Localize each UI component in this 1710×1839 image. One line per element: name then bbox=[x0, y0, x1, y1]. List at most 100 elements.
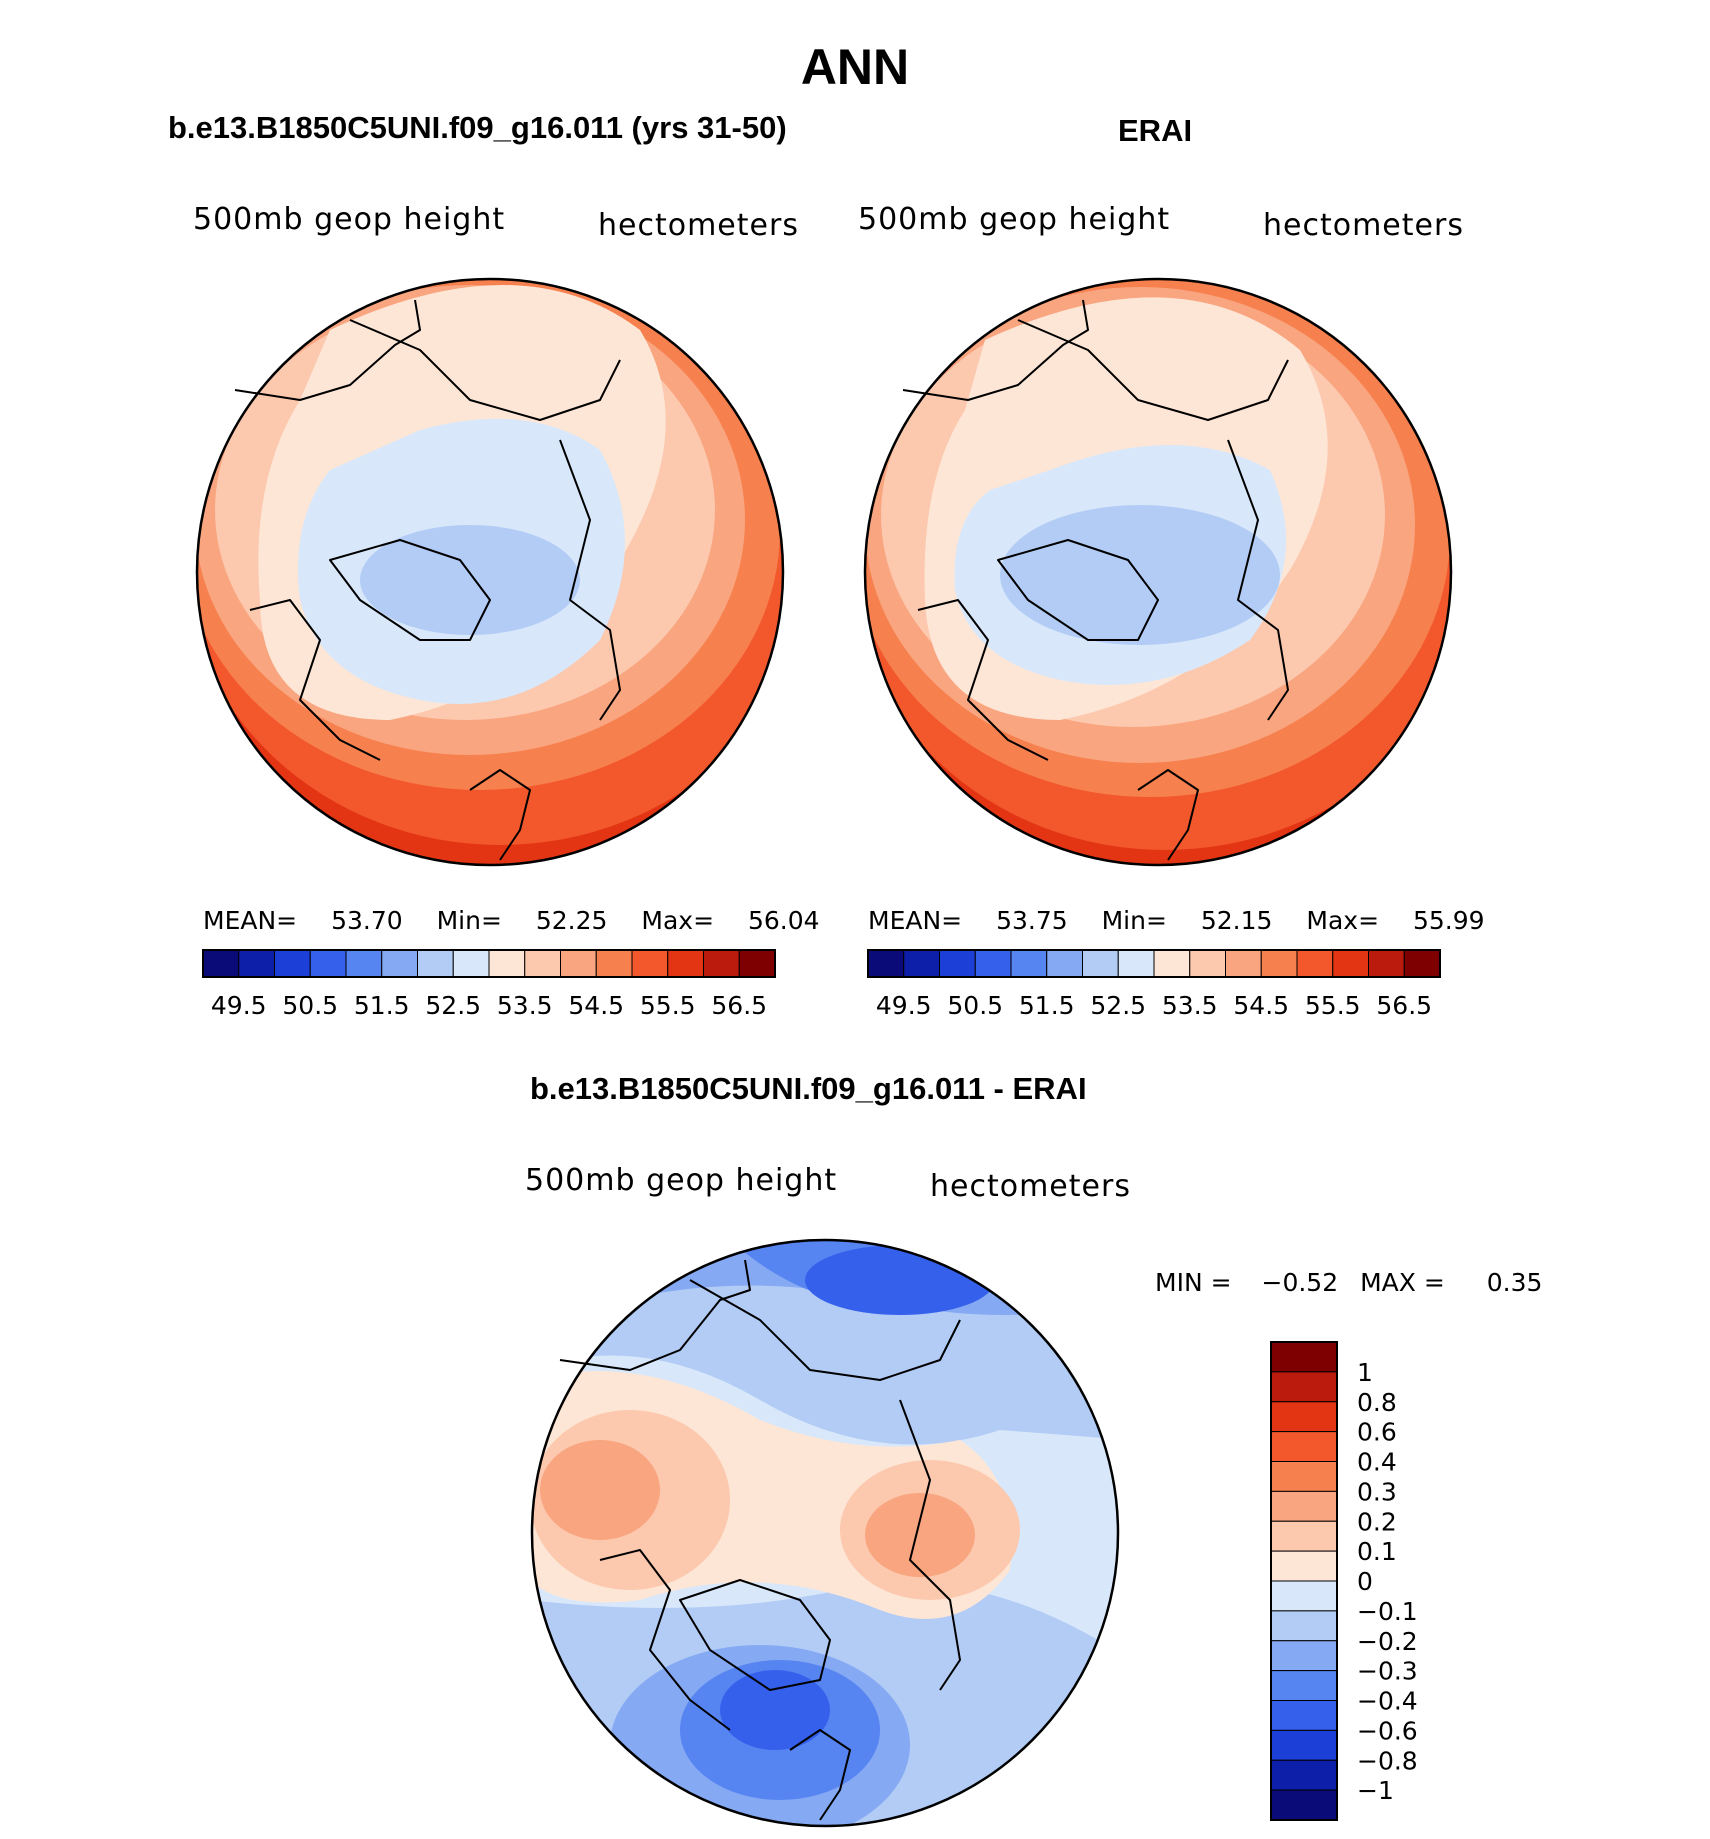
obs-polar-map bbox=[863, 277, 1453, 867]
diff-stats: MIN = −0.52 MAX = 0.35 bbox=[1155, 1268, 1542, 1297]
diff-variable-label: 500mb geop height bbox=[525, 1163, 838, 1198]
model-colorbar: 49.5 50.5 51.5 52.5 53.5 54.5 55.5 56.5 bbox=[202, 949, 776, 1020]
colorbar-swatch bbox=[974, 949, 1012, 978]
colorbar-tick-label: 52.5 bbox=[425, 991, 481, 1020]
coastline-greenland bbox=[329, 539, 491, 641]
colorbar-tick-label: −0.4 bbox=[1357, 1687, 1418, 1716]
colorbar-tick-label: 50.5 bbox=[947, 991, 1003, 1020]
mean-value: 53.70 bbox=[331, 906, 403, 935]
min-label: Min= bbox=[1101, 906, 1167, 935]
coastline-east bbox=[1227, 439, 1289, 721]
coastline-alaska bbox=[559, 1259, 751, 1371]
coastline-greenland bbox=[679, 1579, 831, 1691]
colorbar-swatch bbox=[1270, 1759, 1338, 1791]
colorbar-swatch bbox=[452, 949, 490, 978]
colorbar-swatch bbox=[1189, 949, 1226, 978]
model-variable-label: 500mb geop height bbox=[193, 202, 506, 237]
model-polar-map bbox=[195, 277, 785, 867]
min-label: MIN = bbox=[1155, 1268, 1232, 1297]
coastline-greenland bbox=[997, 539, 1159, 641]
colorbar-swatch bbox=[381, 949, 418, 978]
colorbar-swatch bbox=[1260, 949, 1298, 978]
mean-value: 53.75 bbox=[996, 906, 1068, 935]
coastline-east bbox=[559, 439, 621, 721]
map-border bbox=[863, 277, 1453, 867]
colorbar-tick-label: 0.1 bbox=[1357, 1537, 1397, 1566]
colorbar-tick-label: 0.8 bbox=[1357, 1388, 1397, 1417]
colorbar-swatch bbox=[1270, 1371, 1338, 1403]
max-value: 0.35 bbox=[1486, 1268, 1543, 1297]
colorbar-frame bbox=[1270, 1341, 1338, 1821]
colorbar-tick-label: 54.5 bbox=[1233, 991, 1289, 1020]
colorbar-swatch bbox=[1270, 1401, 1338, 1433]
colorbar-swatch bbox=[595, 949, 633, 978]
min-value: −0.52 bbox=[1261, 1268, 1339, 1297]
max-label: Max= bbox=[1306, 906, 1380, 935]
min-value: 52.25 bbox=[535, 906, 608, 935]
max-label: Max= bbox=[641, 906, 715, 935]
colorbar-swatch bbox=[1270, 1461, 1338, 1492]
obs-stats: MEAN= 53.75 Min= 52.15 Max= 55.99 bbox=[868, 906, 1485, 935]
colorbar-swatch bbox=[1117, 949, 1155, 978]
map-border bbox=[530, 1238, 1120, 1828]
colorbar-tick-label: −0.8 bbox=[1357, 1746, 1418, 1775]
coastline-siberia bbox=[689, 1279, 961, 1381]
colorbar-tick-label: 52.5 bbox=[1090, 991, 1146, 1020]
map-border bbox=[195, 277, 785, 867]
min-label: Min= bbox=[436, 906, 502, 935]
diff-colorbar: 10.80.60.40.30.20.10−0.1−0.2−0.3−0.4−0.6… bbox=[1270, 1341, 1418, 1821]
colorbar-swatch bbox=[1270, 1431, 1338, 1462]
colorbar-swatch bbox=[1082, 949, 1119, 978]
colorbar-swatch bbox=[1270, 1640, 1338, 1672]
coastline-alaska bbox=[902, 299, 1089, 401]
colorbar-frame bbox=[867, 949, 1441, 978]
max-value: 55.99 bbox=[1413, 906, 1485, 935]
colorbar-swatch bbox=[703, 949, 740, 978]
diff-case-title: b.e13.B1850C5UNI.f09_g16.011 - ERAI bbox=[530, 1071, 1087, 1106]
colorbar-swatch bbox=[274, 949, 311, 978]
colorbar-swatch bbox=[1270, 1580, 1338, 1612]
colorbar-tick-label: −0.3 bbox=[1357, 1657, 1418, 1686]
coastline-siberia bbox=[349, 319, 621, 421]
colorbar-tick-label: 55.5 bbox=[640, 991, 696, 1020]
colorbar-tick-label: −0.1 bbox=[1357, 1597, 1418, 1626]
colorbar-swatch bbox=[738, 949, 776, 978]
colorbar-tick-label: 49.5 bbox=[211, 991, 267, 1020]
colorbar-swatch bbox=[1270, 1550, 1338, 1582]
colorbar-swatch bbox=[488, 949, 526, 978]
colorbar-swatch bbox=[1270, 1610, 1338, 1642]
figure-title: ANN bbox=[800, 39, 910, 95]
colorbar-tick-label: 54.5 bbox=[568, 991, 624, 1020]
model-stats: MEAN= 53.70 Min= 52.25 Max= 56.04 bbox=[203, 906, 820, 935]
colorbar-tick-label: −1 bbox=[1357, 1776, 1394, 1805]
colorbar-swatch bbox=[1225, 949, 1262, 978]
coastline-europe bbox=[789, 1729, 851, 1821]
colorbar-swatch bbox=[202, 949, 240, 978]
colorbar-tick-label: 55.5 bbox=[1305, 991, 1361, 1020]
mean-label: MEAN= bbox=[203, 906, 298, 935]
colorbar-swatch bbox=[524, 949, 561, 978]
colorbar-frame bbox=[202, 949, 776, 978]
max-label: MAX = bbox=[1360, 1268, 1445, 1297]
colorbar-swatch bbox=[1270, 1490, 1338, 1522]
coastline-canada bbox=[917, 599, 1049, 761]
min-value: 52.15 bbox=[1200, 906, 1273, 935]
colorbar-swatch bbox=[1403, 949, 1441, 978]
diff-units-label: hectometers bbox=[930, 1169, 1131, 1204]
colorbar-swatch bbox=[667, 949, 704, 978]
colorbar-tick-label: 49.5 bbox=[876, 991, 932, 1020]
coastline-alaska bbox=[234, 299, 421, 401]
colorbar-tick-label: 53.5 bbox=[1162, 991, 1218, 1020]
diff-pos-03 bbox=[540, 1440, 660, 1540]
model-units-label: hectometers bbox=[598, 208, 799, 243]
colorbar-swatch bbox=[1368, 949, 1405, 978]
diff-pos-03-east bbox=[865, 1493, 975, 1577]
colorbar-tick-label: 51.5 bbox=[354, 991, 410, 1020]
colorbar-swatch bbox=[1296, 949, 1334, 978]
colorbar-swatch bbox=[939, 949, 976, 978]
colorbar-swatch bbox=[903, 949, 940, 978]
coastline-canada bbox=[599, 1549, 731, 1731]
coastline-canada bbox=[249, 599, 381, 761]
colorbar-tick-label: 0.2 bbox=[1357, 1507, 1397, 1536]
